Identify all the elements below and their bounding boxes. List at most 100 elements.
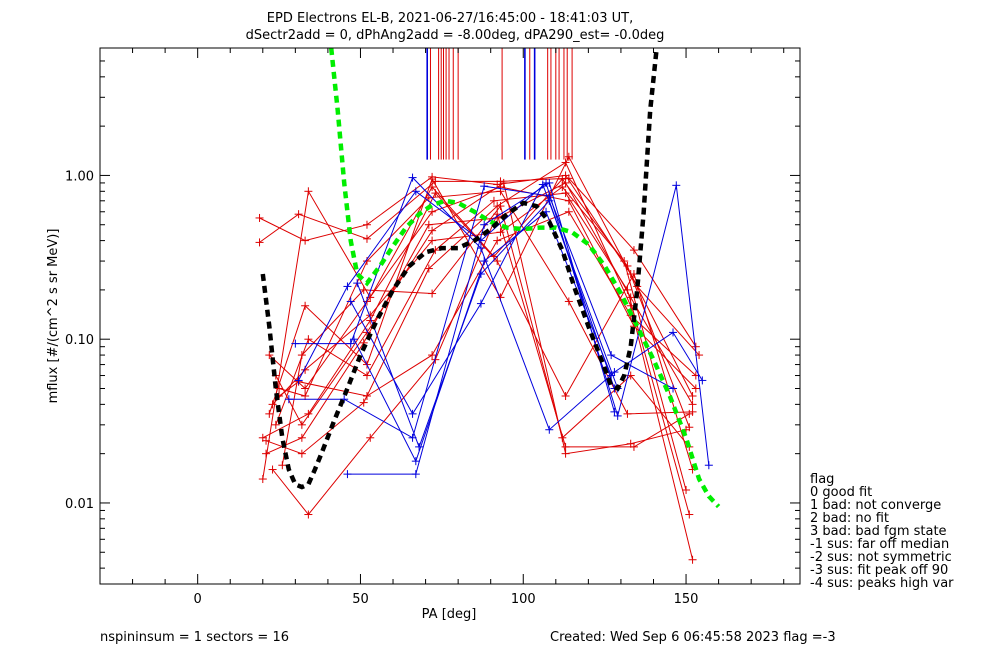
red-series-point [362, 371, 371, 380]
red-series-point [278, 461, 287, 470]
red-series-point [255, 213, 264, 222]
red-series-point [428, 351, 437, 360]
footer-right: Created: Wed Sep 6 06:45:58 2023 flag =-… [550, 630, 836, 645]
blue-series-point [698, 376, 707, 385]
x-tick-label: 100 [511, 592, 536, 607]
data-series-group [255, 152, 713, 564]
red-series-point [362, 220, 371, 229]
blue-series-point [480, 220, 489, 229]
red-series-point [489, 196, 498, 205]
blue-series-point [704, 461, 713, 470]
red-series-point [268, 465, 277, 474]
chart-title-line2: dSectr2add = 0, dPhAng2add = -8.00deg, d… [246, 28, 665, 43]
red-series-point [561, 449, 570, 458]
red-series-point [629, 246, 638, 255]
red-series-line [259, 177, 697, 347]
red-series-point [561, 442, 570, 451]
blue-series-point [480, 257, 489, 266]
blue-series-point [343, 470, 352, 479]
x-tick-label: 150 [674, 592, 699, 607]
blue-series-point [545, 178, 554, 187]
blue-series-point [613, 411, 622, 420]
blue-series-point [408, 409, 417, 418]
blue-series-point [538, 180, 547, 189]
red-series-point [688, 391, 697, 400]
red-series-line [275, 182, 687, 455]
red-series-line [265, 182, 694, 455]
blue-series-point [607, 351, 616, 360]
blue-series-point [672, 181, 681, 190]
red-series-point [297, 449, 306, 458]
red-series-point [304, 335, 313, 344]
blue-series-point [669, 328, 678, 337]
red-series-point [499, 178, 508, 187]
flag-legend: flag 0 good fit 1 bad: not converge 2 ba… [810, 472, 954, 591]
red-series-point [304, 187, 313, 196]
blue-series-point [294, 376, 303, 385]
red-series-point [564, 297, 573, 306]
red-series-point [623, 409, 632, 418]
blue-series-point [545, 196, 554, 205]
red-series-point [626, 439, 635, 448]
red-series-point [275, 384, 284, 393]
red-series-point [691, 384, 700, 393]
red-series-point [366, 433, 375, 442]
red-series-point [623, 285, 632, 294]
red-series-point [685, 409, 694, 418]
red-series-point [493, 257, 502, 266]
red-series-point [428, 175, 437, 184]
legend-entry: -3 sus: fit peak off 90 [810, 563, 948, 578]
red-series-point [301, 391, 310, 400]
red-series-point [620, 257, 629, 266]
blue-series-point [411, 457, 420, 466]
blue-series-point [545, 425, 554, 434]
red-series-line [281, 205, 690, 466]
red-series-point [359, 285, 368, 294]
red-series-point [424, 220, 433, 229]
red-series-line [265, 161, 694, 560]
green-fit-curve [328, 47, 721, 509]
red-series-point [496, 182, 505, 191]
red-series-point [558, 175, 567, 184]
red-series-point [688, 555, 697, 564]
red-series-line [272, 186, 687, 491]
red-series-line [275, 192, 690, 515]
red-series-line [272, 212, 690, 516]
red-series-point [564, 152, 573, 161]
x-axis-label: PA [deg] [422, 607, 477, 622]
legend-entry: -1 sus: far off median [810, 537, 949, 552]
red-series-point [682, 485, 691, 494]
fit-curve-group [260, 47, 721, 509]
red-series-point [496, 228, 505, 237]
y-tick-label: 0.01 [65, 497, 94, 512]
red-series-point [301, 384, 310, 393]
x-tick-label: 0 [194, 592, 202, 607]
black-fit-curve [260, 47, 659, 490]
red-series-line [268, 155, 700, 415]
red-series-point [428, 226, 437, 235]
red-series-point [496, 202, 505, 211]
red-series-point [297, 433, 306, 442]
red-series-point [304, 409, 313, 418]
red-series-point [362, 234, 371, 243]
red-series-point [493, 236, 502, 245]
blue-series-point [610, 407, 619, 416]
red-series-point [304, 510, 313, 519]
blue-series-point [343, 282, 352, 291]
footer-left: nspininsum = 1 sectors = 16 [100, 630, 289, 645]
red-series-point [558, 433, 567, 442]
blue-series-point [476, 299, 485, 308]
y-axis-label: mflux [#/(cm^2 s sr MeV)] [46, 229, 61, 404]
blue-series-line [347, 182, 615, 475]
blue-series-point [669, 384, 678, 393]
y-tick-label: 0.10 [65, 333, 94, 348]
legend-title: flag [810, 472, 834, 487]
red-series-point [561, 391, 570, 400]
red-series-point [359, 398, 368, 407]
axes-group: 0 50 100 150 0.01 0.10 1.00 [65, 47, 800, 607]
red-series-point [265, 351, 274, 360]
vertical-marker-group [426, 48, 573, 160]
blue-series-point [408, 173, 417, 182]
red-series-point [561, 189, 570, 198]
x-tick-label: 50 [352, 592, 369, 607]
